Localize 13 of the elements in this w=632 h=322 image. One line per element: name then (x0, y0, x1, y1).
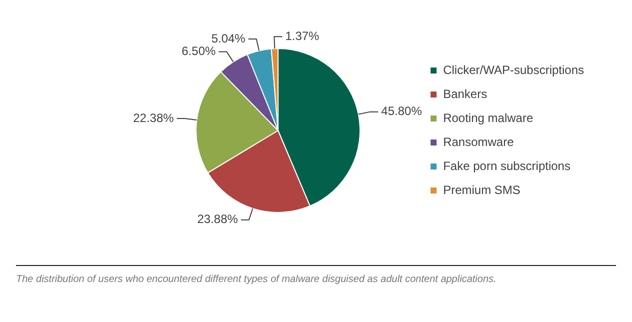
legend-label: Ransomware (443, 134, 514, 149)
legend-label: Bankers (443, 86, 488, 101)
legend-label: Premium SMS (443, 182, 520, 197)
data-label: 5.04% (211, 31, 246, 46)
data-label: 23.88% (197, 212, 238, 226)
legend-label: Clicker/WAP-subscriptions (443, 62, 584, 77)
data-label: 22.38% (133, 110, 174, 125)
legend-label: Fake porn subscriptions (443, 158, 570, 173)
text: The distribution of users who encountered different types of malware disguised as adult content applications. (16, 274, 498, 285)
data-label: 45.80% (381, 104, 422, 118)
data-label: 1.37% (285, 28, 320, 43)
data-label: 6.50% (182, 44, 216, 58)
legend-label: Rooting malware (443, 110, 534, 125)
